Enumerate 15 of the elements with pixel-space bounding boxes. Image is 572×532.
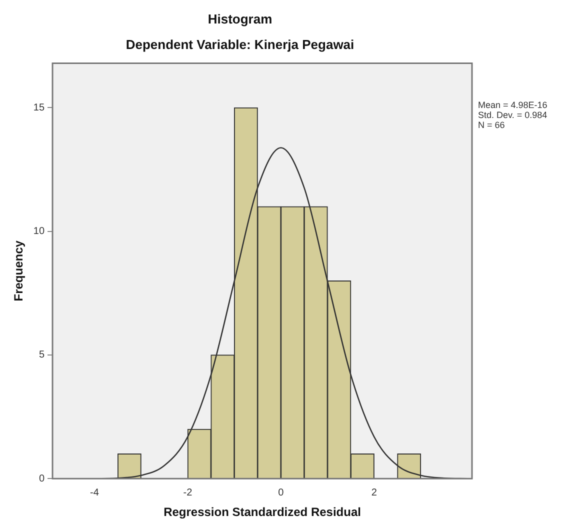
text: N = 66 (478, 120, 505, 130)
chart-title: Histogram (208, 11, 272, 26)
y-tick-label: 15 (33, 102, 45, 114)
x-tick-label: -2 (183, 487, 193, 498)
text: Mean = 4.98E-16 (478, 100, 548, 110)
y-tick-label: 0 (38, 473, 45, 484)
x-tick-label: 0 (278, 487, 284, 498)
y-tick-label: 10 (33, 226, 45, 238)
y-tick-label: 5 (38, 350, 45, 361)
x-tick-label: -4 (90, 487, 100, 498)
x-tick-label: 2 (371, 487, 378, 498)
y-axis-title: Frequency (12, 240, 26, 302)
text: Std. Dev. = 0.984 (478, 110, 548, 120)
chart-subtitle: Dependent Variable: Kinerja Pegawai (126, 36, 354, 52)
x-axis-title: Regression Standardized Residual (164, 505, 361, 520)
